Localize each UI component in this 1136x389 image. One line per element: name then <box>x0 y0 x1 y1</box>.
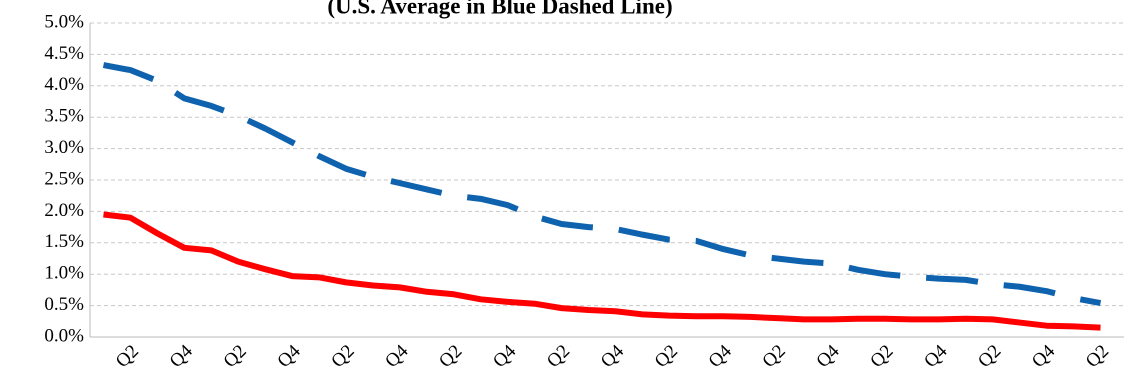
chart-title: (U.S. Average in Blue Dashed Line) <box>327 0 672 18</box>
x-tick-label: Q2 <box>112 341 143 372</box>
x-tick-label: Q2 <box>1082 341 1113 372</box>
x-tick-label: Q2 <box>974 341 1005 372</box>
y-tick-label: 1.0% <box>44 263 84 284</box>
line-series <box>103 211 1101 331</box>
y-tick-label: 5.0% <box>44 11 84 32</box>
y-tick-label: 3.0% <box>44 137 84 158</box>
y-tick-label: 1.5% <box>44 231 84 252</box>
y-tick-label: 0.5% <box>44 294 84 315</box>
x-tick-label: Q2 <box>866 341 897 372</box>
x-tick-label: Q2 <box>543 341 574 372</box>
x-tick-label: Q4 <box>1028 340 1060 372</box>
x-tick-label: Q2 <box>327 341 358 372</box>
y-tick-label: 4.5% <box>44 43 84 64</box>
x-tick-label: Q2 <box>758 341 789 372</box>
y-tick-label: 4.0% <box>44 74 84 95</box>
x-tick-label: Q4 <box>381 340 413 372</box>
x-tick-label: Q4 <box>166 340 198 372</box>
x-tick-label: Q2 <box>651 341 682 372</box>
y-tick-label: 0.0% <box>44 325 84 346</box>
x-tick-label: Q4 <box>705 340 737 372</box>
x-tick-label: Q4 <box>273 340 305 372</box>
line-series <box>102 62 1102 307</box>
x-tick-label: Q4 <box>489 340 521 372</box>
x-tick-label: Q2 <box>220 341 251 372</box>
y-tick-label: 2.0% <box>44 200 84 221</box>
y-tick-label: 2.5% <box>44 168 84 189</box>
x-tick-label: Q4 <box>597 340 629 372</box>
x-tick-label: Q2 <box>435 341 466 372</box>
x-tick-label: Q4 <box>920 340 952 372</box>
x-tick-label: Q4 <box>812 340 844 372</box>
y-tick-label: 3.5% <box>44 106 84 127</box>
